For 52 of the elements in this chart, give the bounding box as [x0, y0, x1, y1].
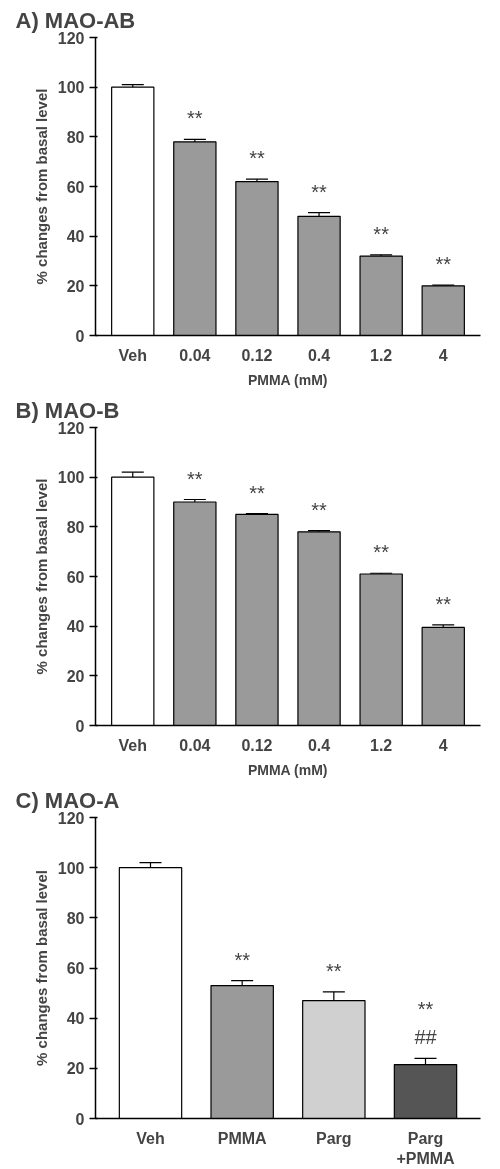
data-label: **	[326, 959, 342, 982]
x-tick-label: 4	[438, 736, 448, 754]
y-tick-label: 0	[75, 327, 85, 345]
x-tick-label: 4	[438, 346, 448, 364]
x-tick-label: Parg +PMMA	[396, 1129, 456, 1167]
y-tick-label: 60	[66, 178, 85, 196]
y-tick-label: 100	[57, 79, 85, 97]
x-axis-title: PMMA (mM)	[247, 761, 328, 778]
x-tick-label: 1.2	[370, 346, 393, 364]
x-tick-label: 0.12	[241, 346, 273, 364]
y-axis-title: % changes from basal level	[32, 478, 50, 675]
y-tick-label: 20	[66, 1060, 85, 1078]
data-label: **	[187, 467, 203, 490]
y-tick-label: 80	[66, 128, 85, 146]
y-tick-label: 60	[66, 960, 85, 977]
x-tick-label: 0.04	[179, 346, 211, 364]
y-tick-label: 40	[66, 618, 85, 636]
data-label: **	[311, 180, 328, 203]
x-tick-label: Veh	[118, 736, 147, 754]
x-tick-label: 0.4	[307, 736, 331, 754]
x-tick-label: Parg	[316, 1129, 352, 1147]
x-tick-label: Veh	[136, 1129, 165, 1147]
y-tick-label: 0	[75, 717, 85, 735]
y-axis-title: % changes from basal level	[32, 870, 50, 1066]
data-label: ** ##	[414, 997, 438, 1049]
y-tick-label: 40	[66, 1010, 85, 1028]
y-tick-label: 80	[66, 518, 85, 536]
y-tick-label: 80	[66, 909, 85, 927]
y-tick-label: 100	[57, 469, 85, 487]
y-tick-label: 0	[75, 1110, 85, 1128]
data-label: **	[249, 481, 265, 504]
data-label: **	[187, 107, 203, 130]
data-label: **	[311, 498, 328, 521]
x-tick-label: 0.04	[179, 736, 211, 754]
data-label: **	[249, 147, 265, 170]
data-label: **	[373, 541, 390, 564]
y-tick-label: 40	[66, 228, 85, 246]
data-label: **	[435, 592, 452, 615]
x-tick-label: Veh	[118, 346, 147, 364]
x-axis-title: PMMA (mM)	[247, 371, 328, 388]
y-tick-label: 20	[66, 277, 85, 295]
x-tick-label: 0.4	[307, 346, 331, 364]
x-tick-label: 1.2	[370, 736, 393, 754]
x-tick-label: PMMA	[217, 1129, 268, 1147]
y-tick-label: 60	[66, 568, 85, 586]
y-axis-title: % changes from basal level	[32, 88, 50, 285]
data-label: **	[435, 253, 452, 276]
y-tick-label: 100	[57, 859, 85, 877]
data-label: **	[373, 222, 390, 245]
x-tick-label: 0.12	[241, 736, 273, 754]
y-tick-label: 20	[66, 667, 85, 685]
data-label: **	[234, 948, 251, 971]
